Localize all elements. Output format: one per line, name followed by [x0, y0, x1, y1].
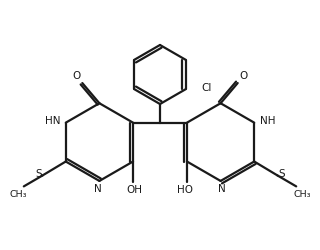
Text: CH₃: CH₃ [10, 190, 27, 199]
Text: OH: OH [127, 185, 143, 195]
Text: Cl: Cl [201, 83, 212, 93]
Text: N: N [218, 184, 226, 194]
Text: HN: HN [45, 116, 60, 126]
Text: NH: NH [260, 116, 275, 126]
Text: S: S [278, 169, 284, 179]
Text: CH₃: CH₃ [293, 190, 310, 199]
Text: O: O [73, 71, 81, 81]
Text: HO: HO [177, 185, 193, 195]
Text: S: S [36, 169, 42, 179]
Text: O: O [239, 71, 247, 81]
Text: N: N [94, 184, 102, 194]
